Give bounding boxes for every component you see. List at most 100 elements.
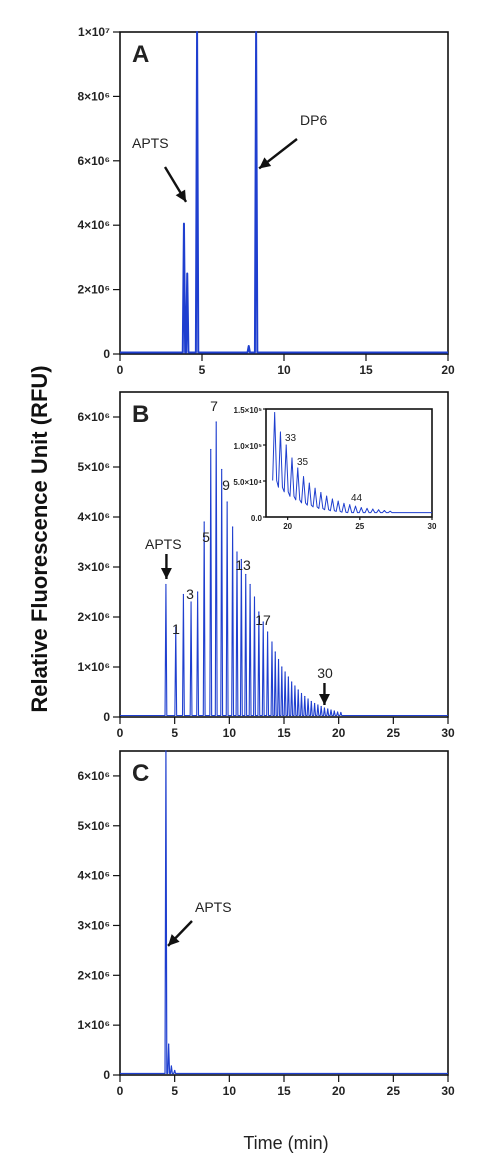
plot-frame bbox=[265, 408, 433, 518]
inset-peak-mark bbox=[389, 510, 391, 512]
y-tick-label: 5.0×10⁴ bbox=[233, 478, 262, 487]
y-tick-label: 0 bbox=[103, 1068, 110, 1082]
inset-chart: 20 25 30 0.0 5.0×10⁴ 1.0×10⁵ 1.5×10⁵ 33 35 44 bbox=[233, 406, 437, 531]
peak-mark bbox=[274, 651, 276, 653]
inset-peak-mark bbox=[378, 509, 380, 511]
trace-line bbox=[120, 750, 448, 1075]
peak-mark bbox=[267, 631, 269, 633]
peak-mark bbox=[297, 689, 299, 691]
inset-background bbox=[266, 409, 432, 517]
annotation-dp7: 7 bbox=[210, 398, 218, 414]
panel-letter: A bbox=[132, 41, 149, 68]
annotation-dp17: 17 bbox=[255, 612, 271, 628]
peak-mark bbox=[232, 526, 234, 528]
inset-peak-mark bbox=[343, 502, 345, 504]
inset-peak-mark bbox=[349, 504, 351, 506]
y-tick-label: 6×10⁶ bbox=[77, 410, 110, 424]
y-tick-label: 2×10⁶ bbox=[77, 968, 110, 982]
peak-mark bbox=[190, 601, 192, 603]
x-tick-label: 5 bbox=[171, 1084, 178, 1098]
y-tick-label: 1×10⁷ bbox=[78, 25, 110, 39]
peak-mark bbox=[317, 704, 319, 706]
peak-mark bbox=[310, 700, 312, 703]
peak-mark bbox=[294, 685, 296, 687]
peak-mark bbox=[175, 626, 177, 628]
x-tick-label: 10 bbox=[223, 726, 237, 740]
inset-peak-mark bbox=[308, 482, 310, 484]
peak-mark bbox=[165, 750, 167, 752]
inset-peak-mark bbox=[314, 487, 316, 489]
annotation-apts: APTS bbox=[132, 135, 169, 151]
plot-frame bbox=[119, 31, 449, 355]
y-tick-label: 6×10⁶ bbox=[77, 154, 110, 168]
x-tick-label: 25 bbox=[355, 522, 364, 531]
peak-mark bbox=[196, 31, 198, 33]
peak-mark bbox=[340, 711, 342, 714]
inset-peak-mark bbox=[337, 500, 339, 502]
x-tick-label: 10 bbox=[277, 363, 291, 377]
peak-mark bbox=[248, 345, 250, 347]
inset-peak-mark bbox=[372, 508, 374, 510]
x-tick-label: 5 bbox=[171, 726, 178, 740]
inset-peak-mark bbox=[366, 507, 368, 509]
peak-mark bbox=[262, 621, 264, 623]
peak-mark bbox=[221, 468, 223, 471]
inset-peak-mark bbox=[360, 507, 362, 509]
y-tick-label: 1×10⁶ bbox=[77, 1018, 110, 1032]
y-tick-label: 5×10⁶ bbox=[77, 460, 110, 474]
x-tick-label: 20 bbox=[441, 363, 455, 377]
peak-mark bbox=[258, 611, 260, 613]
peak-mark bbox=[304, 695, 306, 698]
y-tick-label: 3×10⁶ bbox=[77, 560, 110, 574]
peak-mark bbox=[203, 521, 205, 523]
x-tick-label: 5 bbox=[199, 363, 206, 377]
panel-letter: C bbox=[132, 760, 149, 787]
peak-mark bbox=[323, 707, 326, 709]
x-tick-label: 30 bbox=[441, 726, 455, 740]
x-tick-label: 15 bbox=[359, 363, 373, 377]
y-tick-label: 1×10⁶ bbox=[77, 660, 110, 674]
inset-peak-mark bbox=[326, 495, 328, 497]
peak-mark bbox=[314, 702, 316, 705]
peak-mark bbox=[186, 272, 188, 275]
arrow-dp6-head bbox=[259, 157, 272, 169]
arrow-apts-head bbox=[168, 934, 180, 946]
x-tick-label: 20 bbox=[332, 1084, 346, 1098]
peak-mark bbox=[320, 705, 322, 708]
peak-mark bbox=[182, 593, 185, 596]
inset-peak-mark bbox=[274, 412, 276, 414]
x-tick-label: 0 bbox=[117, 1084, 124, 1098]
annotation-apts: APTS bbox=[195, 899, 232, 915]
peak-mark bbox=[197, 591, 199, 593]
annotation-dp3: 3 bbox=[186, 586, 194, 602]
arrow-dp30-head bbox=[318, 694, 330, 705]
peak-mark bbox=[287, 676, 289, 678]
inset-peak-mark bbox=[279, 431, 281, 433]
peak-mark bbox=[327, 708, 329, 710]
peak-mark bbox=[168, 1043, 170, 1045]
annotation-dp1: 1 bbox=[172, 621, 180, 637]
y-tick-label: 0 bbox=[103, 347, 110, 361]
panel-b: B0 5 10 15 20 25 3001×10⁶2×10⁶3×10⁶4×10⁶5×10⁶6… bbox=[77, 391, 455, 740]
inset-peak-mark bbox=[297, 467, 299, 469]
inset-peak-mark bbox=[331, 498, 333, 500]
x-tick-label: 25 bbox=[387, 1084, 401, 1098]
plot-frame bbox=[119, 750, 449, 1076]
peak-mark bbox=[210, 448, 212, 451]
y-tick-label: 0.0 bbox=[251, 514, 263, 523]
panel-c: C 0 5 10 15 20 25 30 0 1×10⁶ 2×10⁶ 3×10⁶ 4×10⁶ 5×10⁶ 6… bbox=[77, 750, 455, 1098]
inset-peak-mark bbox=[303, 476, 305, 478]
y-tick-label: 2×10⁶ bbox=[77, 283, 110, 297]
inset-trace bbox=[272, 412, 432, 514]
inset-peak-mark bbox=[383, 510, 385, 512]
peak-mark bbox=[271, 641, 273, 643]
annotation-dp9: 9 bbox=[222, 477, 230, 493]
inset-peak-mark bbox=[320, 492, 322, 494]
panel-a: A 0 5 10 15 20 0 2×10⁶ 4×10⁶ 6×10⁶ 8×10⁶ 1×10⁷ APTS D… bbox=[77, 25, 455, 377]
inset-annotation-dp33: 33 bbox=[285, 433, 297, 444]
y-tick-label: 5×10⁶ bbox=[77, 819, 110, 833]
peak-mark bbox=[170, 1065, 172, 1067]
peak-mark bbox=[284, 671, 286, 673]
y-tick-label: 8×10⁶ bbox=[77, 89, 110, 103]
